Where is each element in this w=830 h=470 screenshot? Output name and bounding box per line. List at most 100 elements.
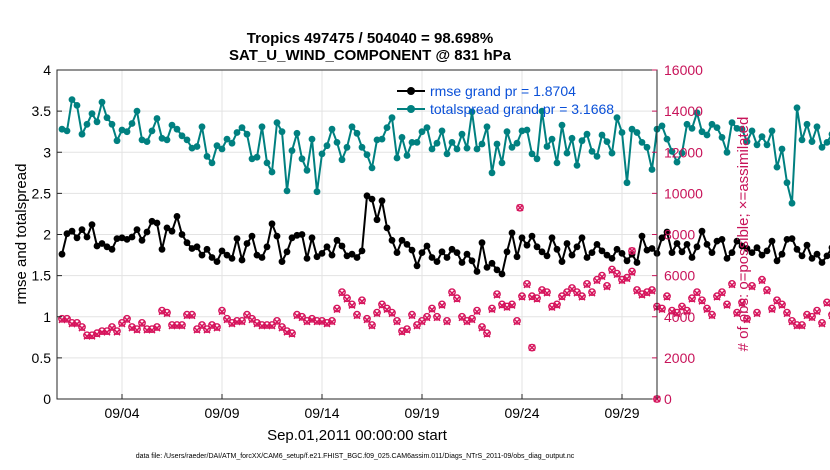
totalspread-point-108 xyxy=(598,131,606,139)
obs-possible-point-100 xyxy=(558,292,566,301)
obs-possible-point-83 xyxy=(473,306,481,315)
totalspread-point-50 xyxy=(308,135,316,143)
totalspread-point-106 xyxy=(588,148,596,155)
obs-assimilated-point-83 xyxy=(473,308,481,316)
obs-assimilated-point-141 xyxy=(763,287,771,295)
totalspread-point-3 xyxy=(73,102,81,109)
totalspread-point-104 xyxy=(578,137,586,145)
rmse-point-130 xyxy=(708,249,716,256)
obs-assimilated-point-58 xyxy=(348,301,356,309)
obs-assimilated-point-152 xyxy=(818,320,826,328)
obs-possible-point-19 xyxy=(153,323,161,331)
obs-possible-point-33 xyxy=(223,314,231,323)
rmse-point-5 xyxy=(83,233,91,241)
rmse-point-92 xyxy=(518,234,526,242)
obs-possible-point-55 xyxy=(333,304,341,313)
rmse-point-44 xyxy=(278,258,286,265)
totalspread-point-137 xyxy=(743,138,751,146)
obs-assimilated-point-96 xyxy=(538,287,546,295)
obs-assimilated-point-50 xyxy=(308,316,316,324)
rmse-point-109 xyxy=(603,251,611,259)
totalspread-point-127 xyxy=(693,109,701,117)
rmse-point-126 xyxy=(688,254,696,261)
obs-assimilated-point-46 xyxy=(288,330,296,338)
obs-possible-point-141 xyxy=(763,286,771,294)
rmse-point-111 xyxy=(613,245,621,253)
obs-possible-point-62 xyxy=(368,321,376,329)
obs-assimilated-point-84 xyxy=(478,324,486,332)
obs-outlier-assimilated-2 xyxy=(628,247,636,255)
totalspread-point-122 xyxy=(668,148,676,155)
totalspread-point-73 xyxy=(423,124,431,131)
rmse-point-38 xyxy=(248,232,256,240)
obs-possible-point-74 xyxy=(428,304,436,313)
totalspread-point-37 xyxy=(243,130,251,138)
totalspread-point-102 xyxy=(568,134,576,142)
totalspread-point-147 xyxy=(793,104,801,112)
obs-assimilated-point-77 xyxy=(443,318,451,326)
obs-assimilated-point-56 xyxy=(338,289,346,297)
obs-assimilated-point-6 xyxy=(88,332,96,340)
y-left-tick-label-6: 3 xyxy=(43,144,51,160)
totalspread-point-148 xyxy=(798,136,806,144)
rmse-point-91 xyxy=(513,253,521,261)
totalspread-point-49 xyxy=(303,166,311,174)
obs-outlier-possible-2 xyxy=(628,247,636,255)
legend-rmse-label: rmse grand pr = 1.8704 xyxy=(430,83,576,99)
totalspread-point-111 xyxy=(613,114,621,122)
totalspread-point-141 xyxy=(763,141,771,149)
obs-assimilated-point-70 xyxy=(408,312,416,320)
totalspread-point-87 xyxy=(493,140,501,148)
totalspread-point-10 xyxy=(108,120,116,128)
rmse-point-23 xyxy=(173,213,181,220)
obs-assimilated-point-63 xyxy=(373,310,381,318)
rmse-point-143 xyxy=(773,257,781,265)
totalspread-point-66 xyxy=(388,114,396,122)
y-right-tick-label-2: 4000 xyxy=(664,309,695,325)
rmse-point-68 xyxy=(398,236,406,244)
rmse-point-24 xyxy=(178,231,186,238)
chart-title-line2: SAT_U_WIND_COMPONENT @ 831 hPa xyxy=(229,47,512,64)
obs-possible-point-125 xyxy=(683,306,691,315)
totalspread-point-53 xyxy=(323,142,331,150)
totalspread-point-57 xyxy=(343,143,351,151)
totalspread-point-128 xyxy=(698,128,706,136)
rmse-point-37 xyxy=(243,240,251,247)
totalspread-point-70 xyxy=(408,139,416,146)
obs-assimilated-point-47 xyxy=(293,312,301,320)
obs-possible-point-73 xyxy=(423,312,431,321)
rmse-point-6 xyxy=(88,221,96,229)
rmse-point-138 xyxy=(748,249,756,256)
totalspread-point-15 xyxy=(133,107,141,115)
y-left-tick-label-2: 1 xyxy=(43,309,51,325)
obs-possible-point-28 xyxy=(198,321,206,329)
obs-possible-point-135 xyxy=(733,308,741,317)
y-left-tick-label-5: 2.5 xyxy=(32,185,52,201)
rmse-point-100 xyxy=(558,258,566,265)
totalspread-point-100 xyxy=(558,121,566,129)
obs-assimilated-point-89 xyxy=(503,303,511,312)
totalspread-point-54 xyxy=(328,125,336,133)
totalspread-point-91 xyxy=(513,139,521,147)
obs-assimilated-point-142 xyxy=(768,306,776,314)
obs-assimilated-point-121 xyxy=(663,293,671,301)
rmse-point-105 xyxy=(583,254,591,261)
obs-assimilated-point-105 xyxy=(583,281,591,289)
obs-outlier-possible-0 xyxy=(516,203,524,212)
totalspread-point-33 xyxy=(223,135,231,143)
rmse-point-90 xyxy=(508,229,516,237)
obs-assimilated-point-66 xyxy=(388,310,396,318)
totalspread-point-74 xyxy=(428,145,436,153)
obs-assimilated-point-34 xyxy=(228,320,236,328)
rmse-point-35 xyxy=(233,235,241,243)
totalspread-point-34 xyxy=(228,139,236,147)
obs-possible-point-43 xyxy=(273,316,281,325)
obs-assimilated-point-74 xyxy=(428,306,436,314)
rmse-point-69 xyxy=(403,241,411,248)
rmse-point-41 xyxy=(263,243,271,251)
rmse-point-116 xyxy=(638,232,646,240)
obs-possible-point-115 xyxy=(633,286,641,294)
obs-possible-point-70 xyxy=(408,310,416,319)
obs-possible-point-16 xyxy=(138,318,146,327)
totalspread-line xyxy=(61,97,830,204)
